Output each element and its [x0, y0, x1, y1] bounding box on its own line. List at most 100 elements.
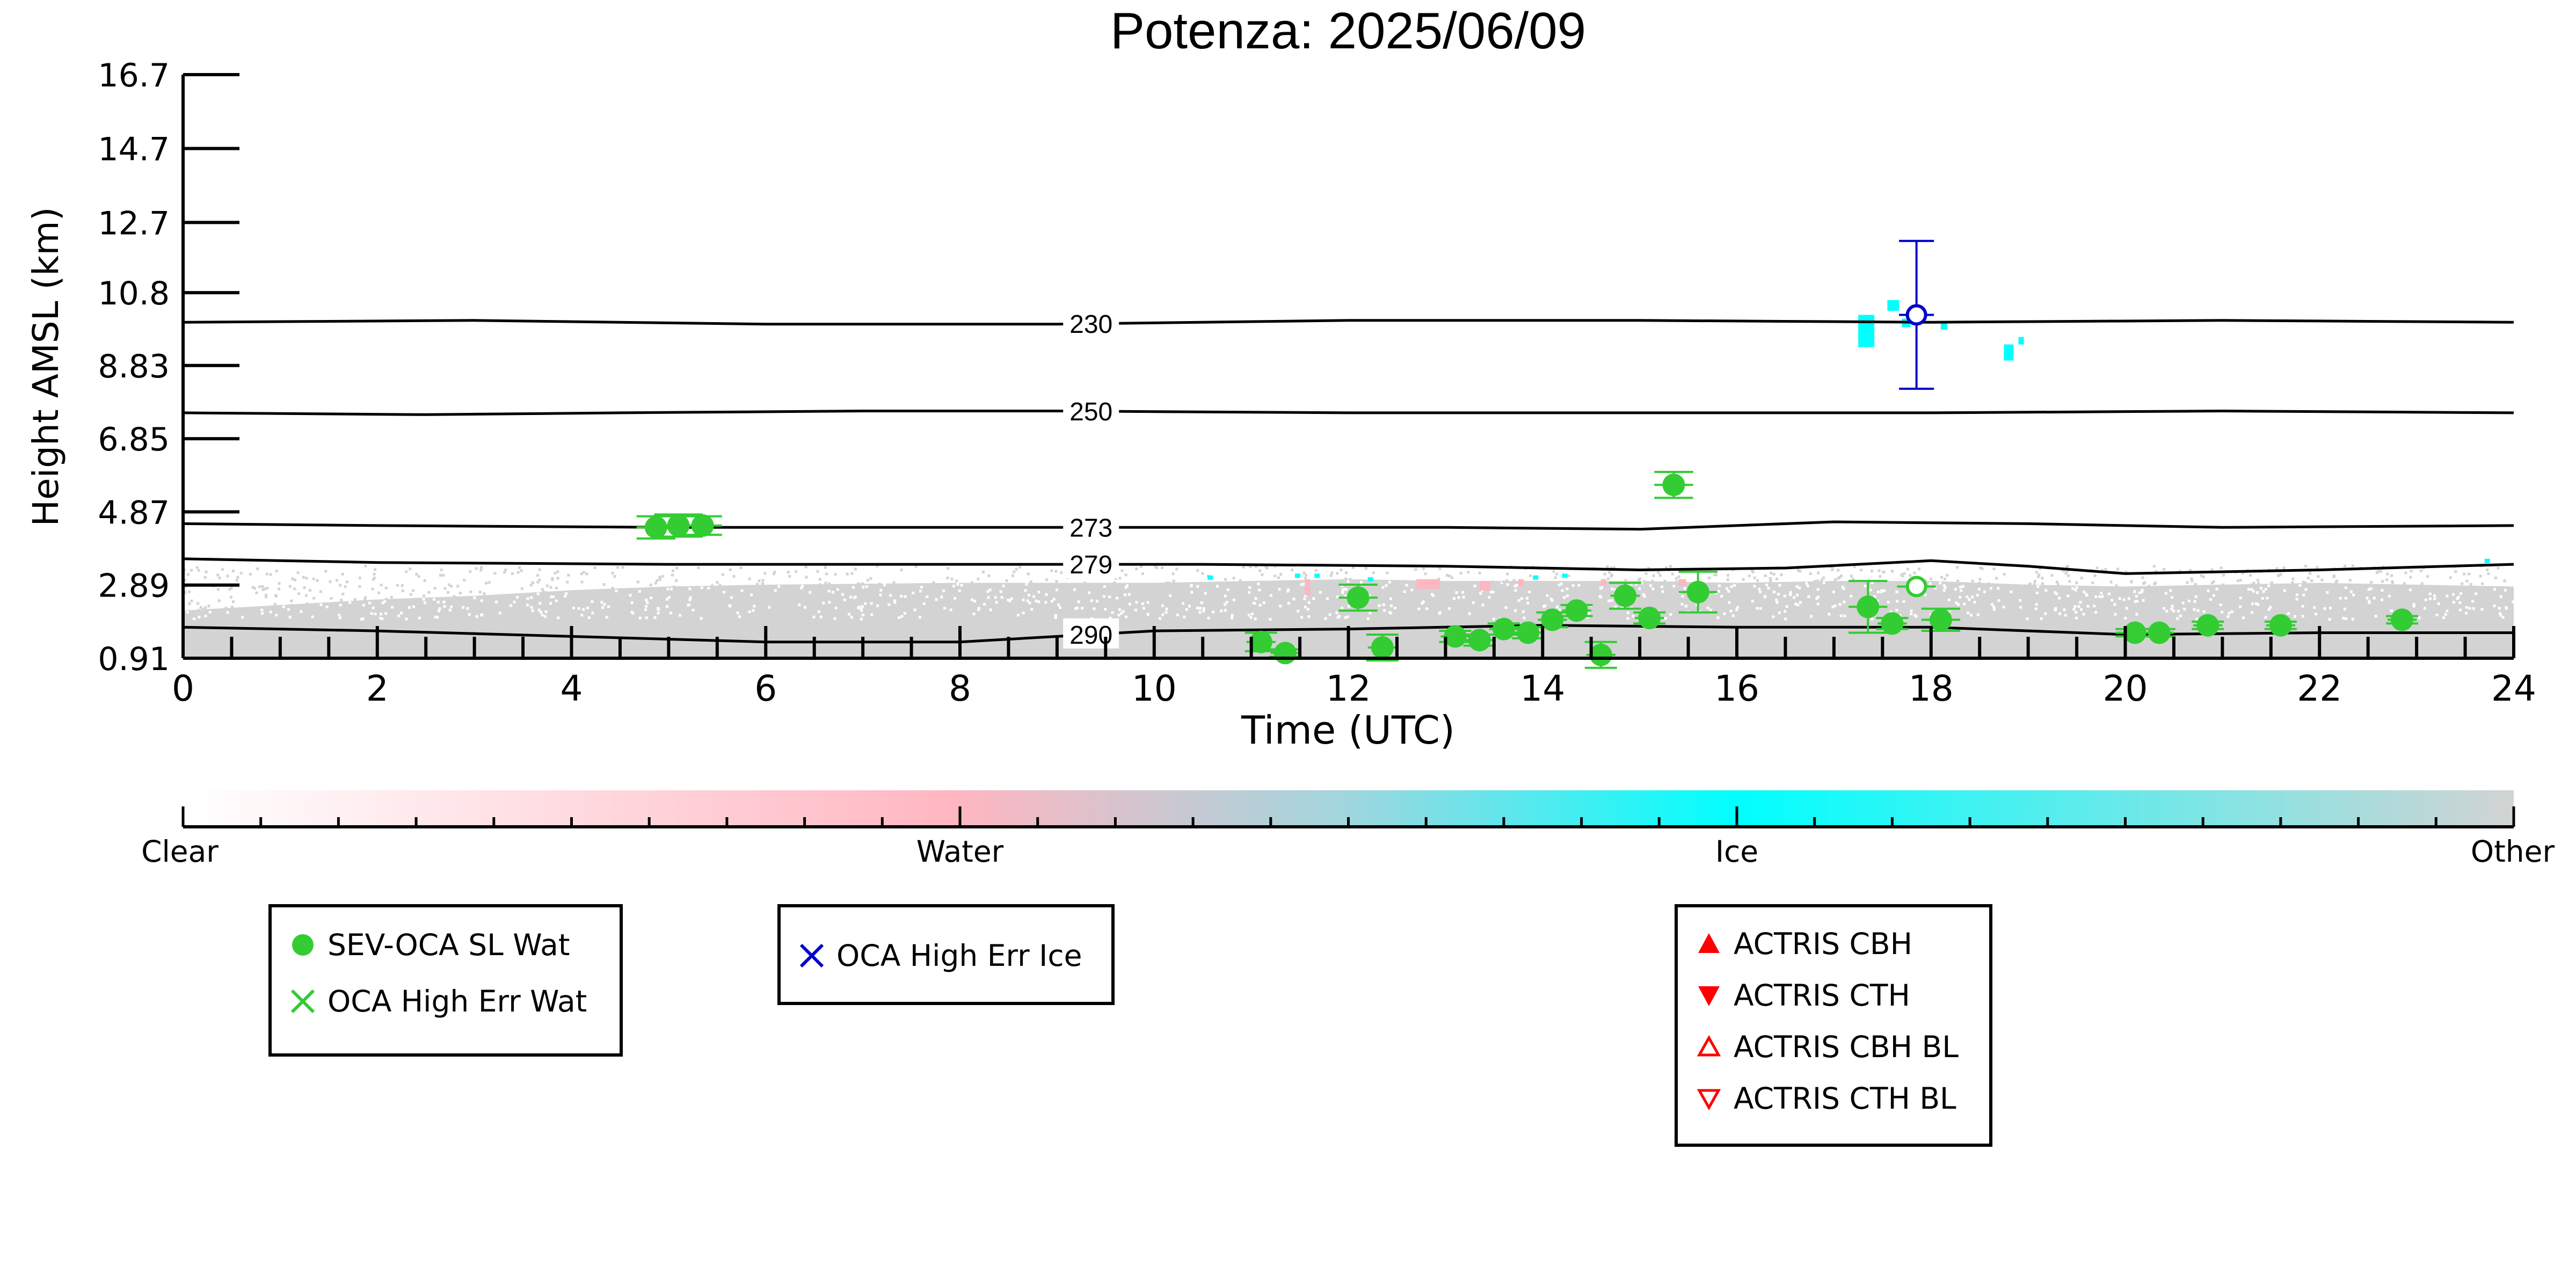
data-point — [1463, 629, 1496, 652]
cloud-speck — [316, 579, 319, 582]
cloud-speck — [340, 599, 343, 602]
cloud-speck — [1224, 603, 1226, 606]
cloud-speck — [438, 607, 441, 610]
cloud-speck — [539, 602, 542, 605]
cloud-speck — [1987, 582, 1990, 585]
marker-filled-circle — [1541, 608, 1564, 631]
cloud-speck — [1971, 595, 1974, 599]
cloud-speck — [2301, 615, 2304, 618]
cloud-speck — [2486, 568, 2489, 571]
cloud-speck — [2351, 564, 2354, 567]
cloud-speck — [2367, 588, 2370, 591]
cloud-speck — [436, 601, 440, 603]
cloud-speck — [2304, 588, 2308, 591]
cloud-speck — [903, 612, 906, 615]
cloud-speck — [423, 601, 426, 605]
cloud-speck — [260, 608, 264, 612]
cloud-speck — [852, 586, 855, 589]
cloud-speck — [226, 574, 229, 578]
cloud-speck — [291, 577, 294, 580]
cloud-speck — [1319, 591, 1322, 594]
cloud-speck — [721, 573, 724, 576]
cloud-speck — [848, 613, 851, 616]
filled-circle-icon — [281, 923, 324, 966]
cloud-speck — [577, 607, 580, 610]
cloud-speck — [1978, 587, 1981, 591]
cloud-speck — [374, 613, 377, 615]
cloud-speck — [400, 612, 403, 615]
cloud-speck — [531, 581, 534, 584]
cloud-speck — [2457, 595, 2460, 599]
cloud-speck — [1297, 609, 1300, 613]
cloud-speck — [668, 596, 671, 599]
cloud-speck — [673, 585, 676, 588]
x-tick-label: 2 — [366, 668, 389, 709]
cloud-speck — [876, 604, 879, 607]
cloud-speck — [679, 614, 682, 617]
cloud-speck — [960, 584, 963, 587]
cloud-speck — [495, 600, 498, 603]
data-point — [1536, 608, 1569, 631]
cloud-speck — [613, 575, 616, 578]
cloud-speck — [2079, 601, 2082, 604]
cloud-speck — [1841, 585, 1844, 588]
cloud-speck — [804, 565, 807, 569]
cloud-speck — [258, 585, 261, 588]
water-patch — [1518, 579, 1524, 587]
cloud-speck — [469, 570, 472, 573]
cloud-speck — [580, 580, 584, 584]
cloud-speck — [1903, 572, 1906, 575]
cloud-speck — [675, 566, 679, 570]
cloud-speck — [1224, 594, 1227, 598]
cloud-speck — [2461, 582, 2464, 585]
cloud-speck — [2472, 607, 2475, 610]
cloud-speck — [1212, 610, 1215, 614]
cloud-speck — [862, 586, 865, 589]
cloud-speck — [1643, 595, 1646, 598]
marker-filled-circle — [1881, 612, 1904, 635]
cloud-speck — [232, 600, 235, 603]
cloud-speck — [1772, 573, 1775, 576]
cloud-speck — [296, 571, 300, 574]
cloud-speck — [422, 598, 425, 601]
cloud-speck — [1351, 566, 1355, 569]
cloud-speck — [2176, 617, 2179, 620]
cloud-speck — [1963, 602, 1966, 606]
cloud-speck — [1188, 605, 1191, 608]
cloud-speck — [1555, 572, 1559, 576]
cloud-speck — [645, 599, 648, 602]
cloud-speck — [977, 578, 980, 580]
cloud-speck — [860, 609, 863, 612]
cloud-speck — [850, 572, 854, 575]
cloud-speck — [1805, 581, 1808, 585]
chart-title: Potenza: 2025/06/09 — [1110, 2, 1586, 60]
cloud-speck — [1167, 581, 1170, 585]
cloud-speck — [1873, 595, 1876, 598]
cloud-speck — [2171, 605, 2174, 608]
marker-filled-circle — [1347, 586, 1370, 609]
cloud-speck — [1481, 603, 1485, 607]
cloud-speck — [752, 609, 755, 612]
cloud-speck — [824, 581, 827, 585]
cloud-speck — [1478, 571, 1481, 574]
cloud-speck — [2163, 567, 2165, 571]
cloud-speck — [2504, 588, 2507, 592]
cloud-speck — [1287, 588, 1290, 591]
cloud-speck — [1517, 599, 1520, 602]
cloud-speck — [675, 579, 678, 582]
data-point — [1366, 633, 1399, 662]
cloud-speck — [1864, 584, 1867, 587]
cloud-speck — [582, 571, 585, 574]
cloud-speck — [1651, 587, 1655, 591]
cloud-speck — [397, 614, 401, 617]
cloud-speck — [688, 598, 692, 601]
cloud-speck — [1430, 593, 1433, 596]
cloud-speck — [483, 592, 486, 595]
cloud-speck — [2095, 566, 2099, 570]
marker-filled-circle — [1274, 642, 1297, 665]
cloud-speck — [2116, 567, 2119, 571]
data-point — [1487, 617, 1520, 641]
cloud-speck — [644, 605, 647, 608]
cloud-speck — [1393, 607, 1396, 609]
cloud-speck — [2345, 586, 2347, 590]
